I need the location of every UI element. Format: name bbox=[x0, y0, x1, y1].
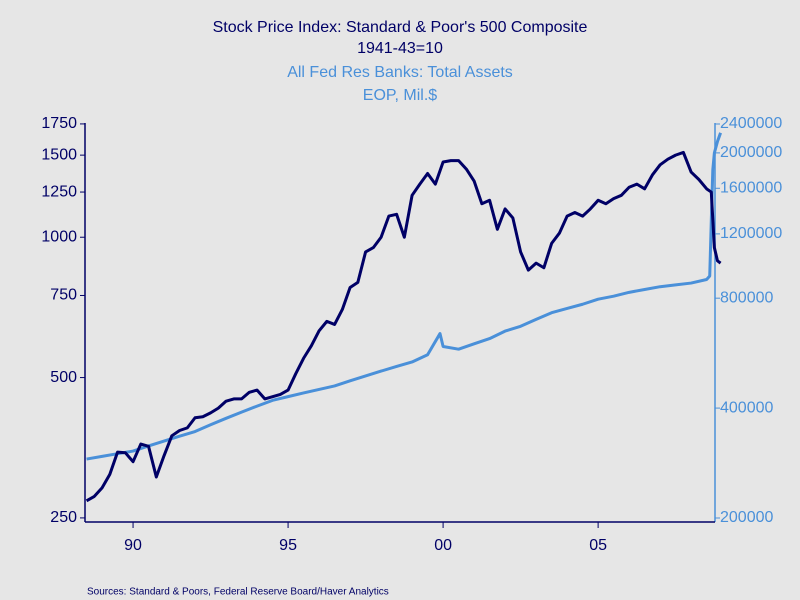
x-tick-label: 05 bbox=[589, 537, 607, 554]
x-tick-label: 95 bbox=[279, 537, 297, 554]
x-tick-label: 90 bbox=[124, 537, 142, 554]
y-tick-label: 1500 bbox=[41, 146, 77, 163]
y-tick-label: 1750 bbox=[41, 115, 77, 132]
y-tick-label: 250 bbox=[50, 509, 77, 526]
series-units: 1941-43=10 bbox=[357, 40, 443, 57]
series-title: Stock Price Index: Standard & Poor's 500… bbox=[213, 19, 588, 36]
y-tick-label: 1000 bbox=[41, 228, 77, 245]
y2-tick-label: 1200000 bbox=[720, 225, 782, 242]
y2-tick-label: 400000 bbox=[720, 399, 773, 416]
series-title: All Fed Res Banks: Total Assets bbox=[287, 64, 513, 81]
y2-tick-label: 1600000 bbox=[720, 179, 782, 196]
y2-tick-label: 800000 bbox=[720, 289, 773, 306]
source-note: Sources: Standard & Poors, Federal Reser… bbox=[87, 587, 389, 598]
series-line bbox=[86, 132, 722, 461]
series-units: EOP, Mil.$ bbox=[363, 87, 438, 104]
series-line bbox=[85, 150, 722, 503]
x-tick-label: 00 bbox=[434, 537, 452, 554]
y2-tick-label: 200000 bbox=[720, 509, 773, 526]
y-tick-label: 1250 bbox=[41, 183, 77, 200]
y-tick-label: 500 bbox=[50, 369, 77, 386]
y2-tick-label: 2400000 bbox=[720, 115, 782, 132]
y-tick-label: 750 bbox=[50, 287, 77, 304]
y2-tick-label: 2000000 bbox=[720, 144, 782, 161]
